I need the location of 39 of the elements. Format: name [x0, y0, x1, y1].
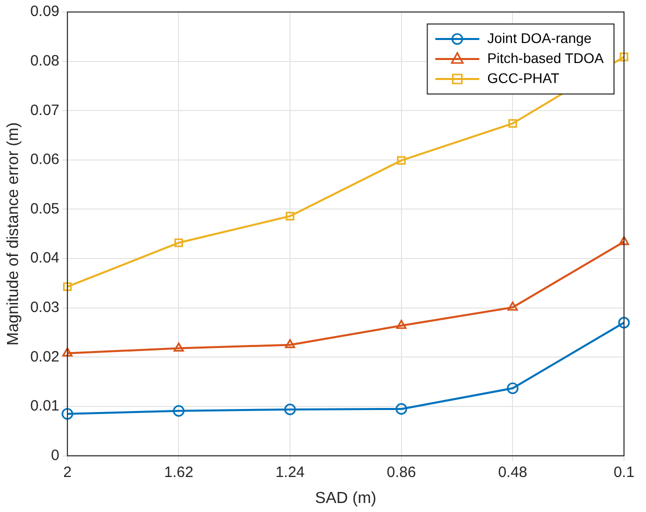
point	[396, 403, 408, 415]
x-axis-title: SAD (m)	[315, 490, 376, 507]
x-tick-label: 1.24	[275, 464, 305, 481]
x-tick-label: 0.86	[386, 464, 416, 481]
point	[174, 342, 184, 352]
y-tick-label: 0.01	[30, 398, 60, 415]
y-tick-label: 0	[51, 446, 60, 464]
y-tick-label: 0.04	[30, 250, 60, 267]
legend-label: Joint DOA-range	[487, 30, 592, 46]
y-tick-label: 0.06	[30, 151, 60, 168]
point	[286, 212, 294, 220]
point	[62, 347, 73, 357]
point	[620, 52, 628, 62]
point	[63, 282, 72, 291]
y-tick-label: 0.08	[30, 52, 60, 70]
x-tick-label: 0.48	[498, 464, 528, 481]
point	[172, 405, 185, 417]
legend-label: Pitch-based TDOA	[487, 50, 604, 66]
y-tick-label: 0.05	[30, 200, 60, 218]
y-tick-label: 0.03	[30, 299, 60, 316]
point	[508, 119, 518, 128]
y-axis-title: Magnitude of distance error (m)	[5, 122, 22, 346]
point	[174, 238, 184, 248]
y-tick-label: 0.07	[30, 102, 60, 119]
x-tick-label: 1.62	[164, 464, 194, 481]
point	[618, 236, 630, 246]
y-tick-label: 0.09	[30, 3, 60, 20]
point	[397, 156, 406, 165]
x-tick-label: 2	[63, 464, 72, 481]
point	[284, 404, 296, 416]
point	[508, 302, 518, 311]
legend-label: GCC-PHAT	[487, 70, 560, 86]
point	[396, 320, 406, 329]
point	[618, 316, 630, 328]
point	[506, 382, 518, 394]
y-tick-label: 0.02	[30, 348, 60, 366]
point	[62, 408, 74, 420]
point	[284, 339, 296, 348]
x-tick-label: 0.1	[614, 464, 634, 481]
